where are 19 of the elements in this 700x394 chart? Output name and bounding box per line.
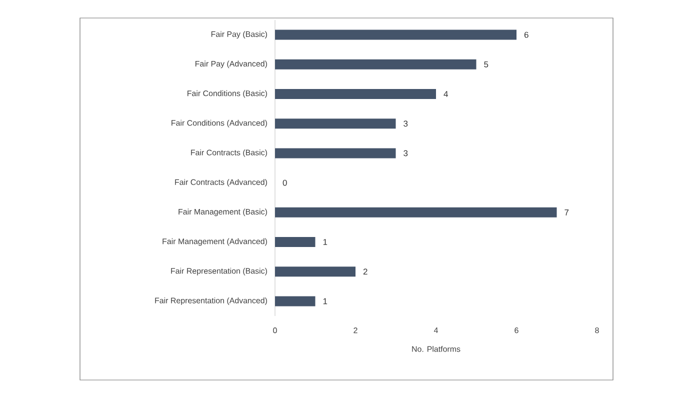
bar xyxy=(275,59,476,70)
bar xyxy=(275,237,316,248)
data-label: 1 xyxy=(323,239,328,245)
bar xyxy=(275,266,356,277)
bar xyxy=(275,30,517,40)
bar xyxy=(275,148,396,158)
bar xyxy=(275,118,396,129)
data-label: 3 xyxy=(404,120,408,127)
data-label: 4 xyxy=(444,91,448,97)
data-label: 5 xyxy=(484,61,488,68)
data-label: 6 xyxy=(524,32,528,38)
data-label: 7 xyxy=(564,209,569,216)
bar xyxy=(275,296,316,306)
bar xyxy=(275,89,436,100)
data-label: 1 xyxy=(323,298,328,304)
data-label: 2 xyxy=(363,268,368,275)
data-label: 0 xyxy=(282,180,287,186)
bar xyxy=(275,207,557,218)
data-label: 3 xyxy=(404,150,408,156)
